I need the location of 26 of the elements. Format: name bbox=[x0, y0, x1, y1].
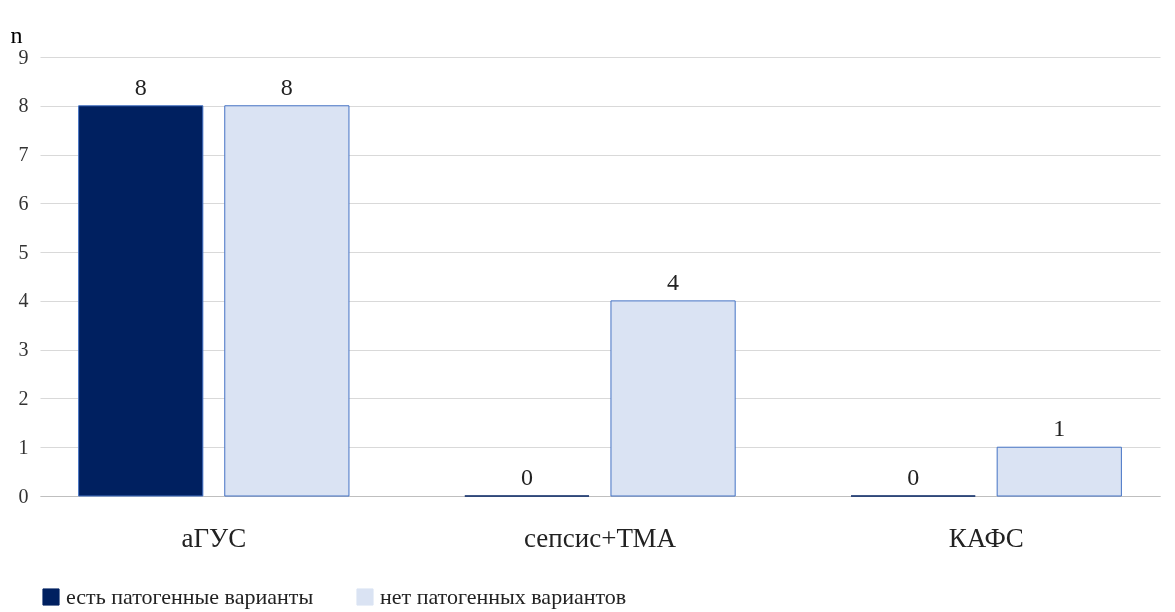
y-tick-label: 3 bbox=[18, 338, 29, 361]
y-tick-label: 1 bbox=[18, 435, 29, 458]
y-tick-label: 0 bbox=[18, 484, 29, 507]
legend-label: есть патогенные варианты bbox=[66, 584, 314, 609]
y-tick-label: 7 bbox=[18, 143, 29, 166]
bar bbox=[78, 105, 204, 497]
y-tick-label: 6 bbox=[18, 191, 29, 214]
data-label: 8 bbox=[280, 73, 293, 100]
x-tick-label: аГУС bbox=[181, 522, 247, 553]
bar bbox=[224, 105, 350, 497]
data-label: 0 bbox=[520, 464, 533, 490]
y-axis-title: n bbox=[10, 21, 23, 48]
x-tick-label: КАФС bbox=[948, 522, 1024, 553]
data-label: 1 bbox=[1053, 415, 1066, 442]
y-tick-label: 5 bbox=[18, 240, 29, 263]
legend-label: нет патогенных вариантов bbox=[380, 584, 627, 609]
bar bbox=[610, 300, 736, 497]
y-tick-label: 8 bbox=[18, 94, 29, 117]
y-tick-label: 4 bbox=[18, 289, 29, 312]
bar bbox=[996, 446, 1122, 497]
x-tick-label: сепсис+ТМА bbox=[523, 522, 677, 553]
y-tick-label: 9 bbox=[18, 45, 29, 68]
data-label: 0 bbox=[907, 464, 920, 490]
y-tick-label: 2 bbox=[18, 386, 29, 409]
data-label: 4 bbox=[667, 268, 680, 295]
data-label: 8 bbox=[134, 73, 147, 100]
